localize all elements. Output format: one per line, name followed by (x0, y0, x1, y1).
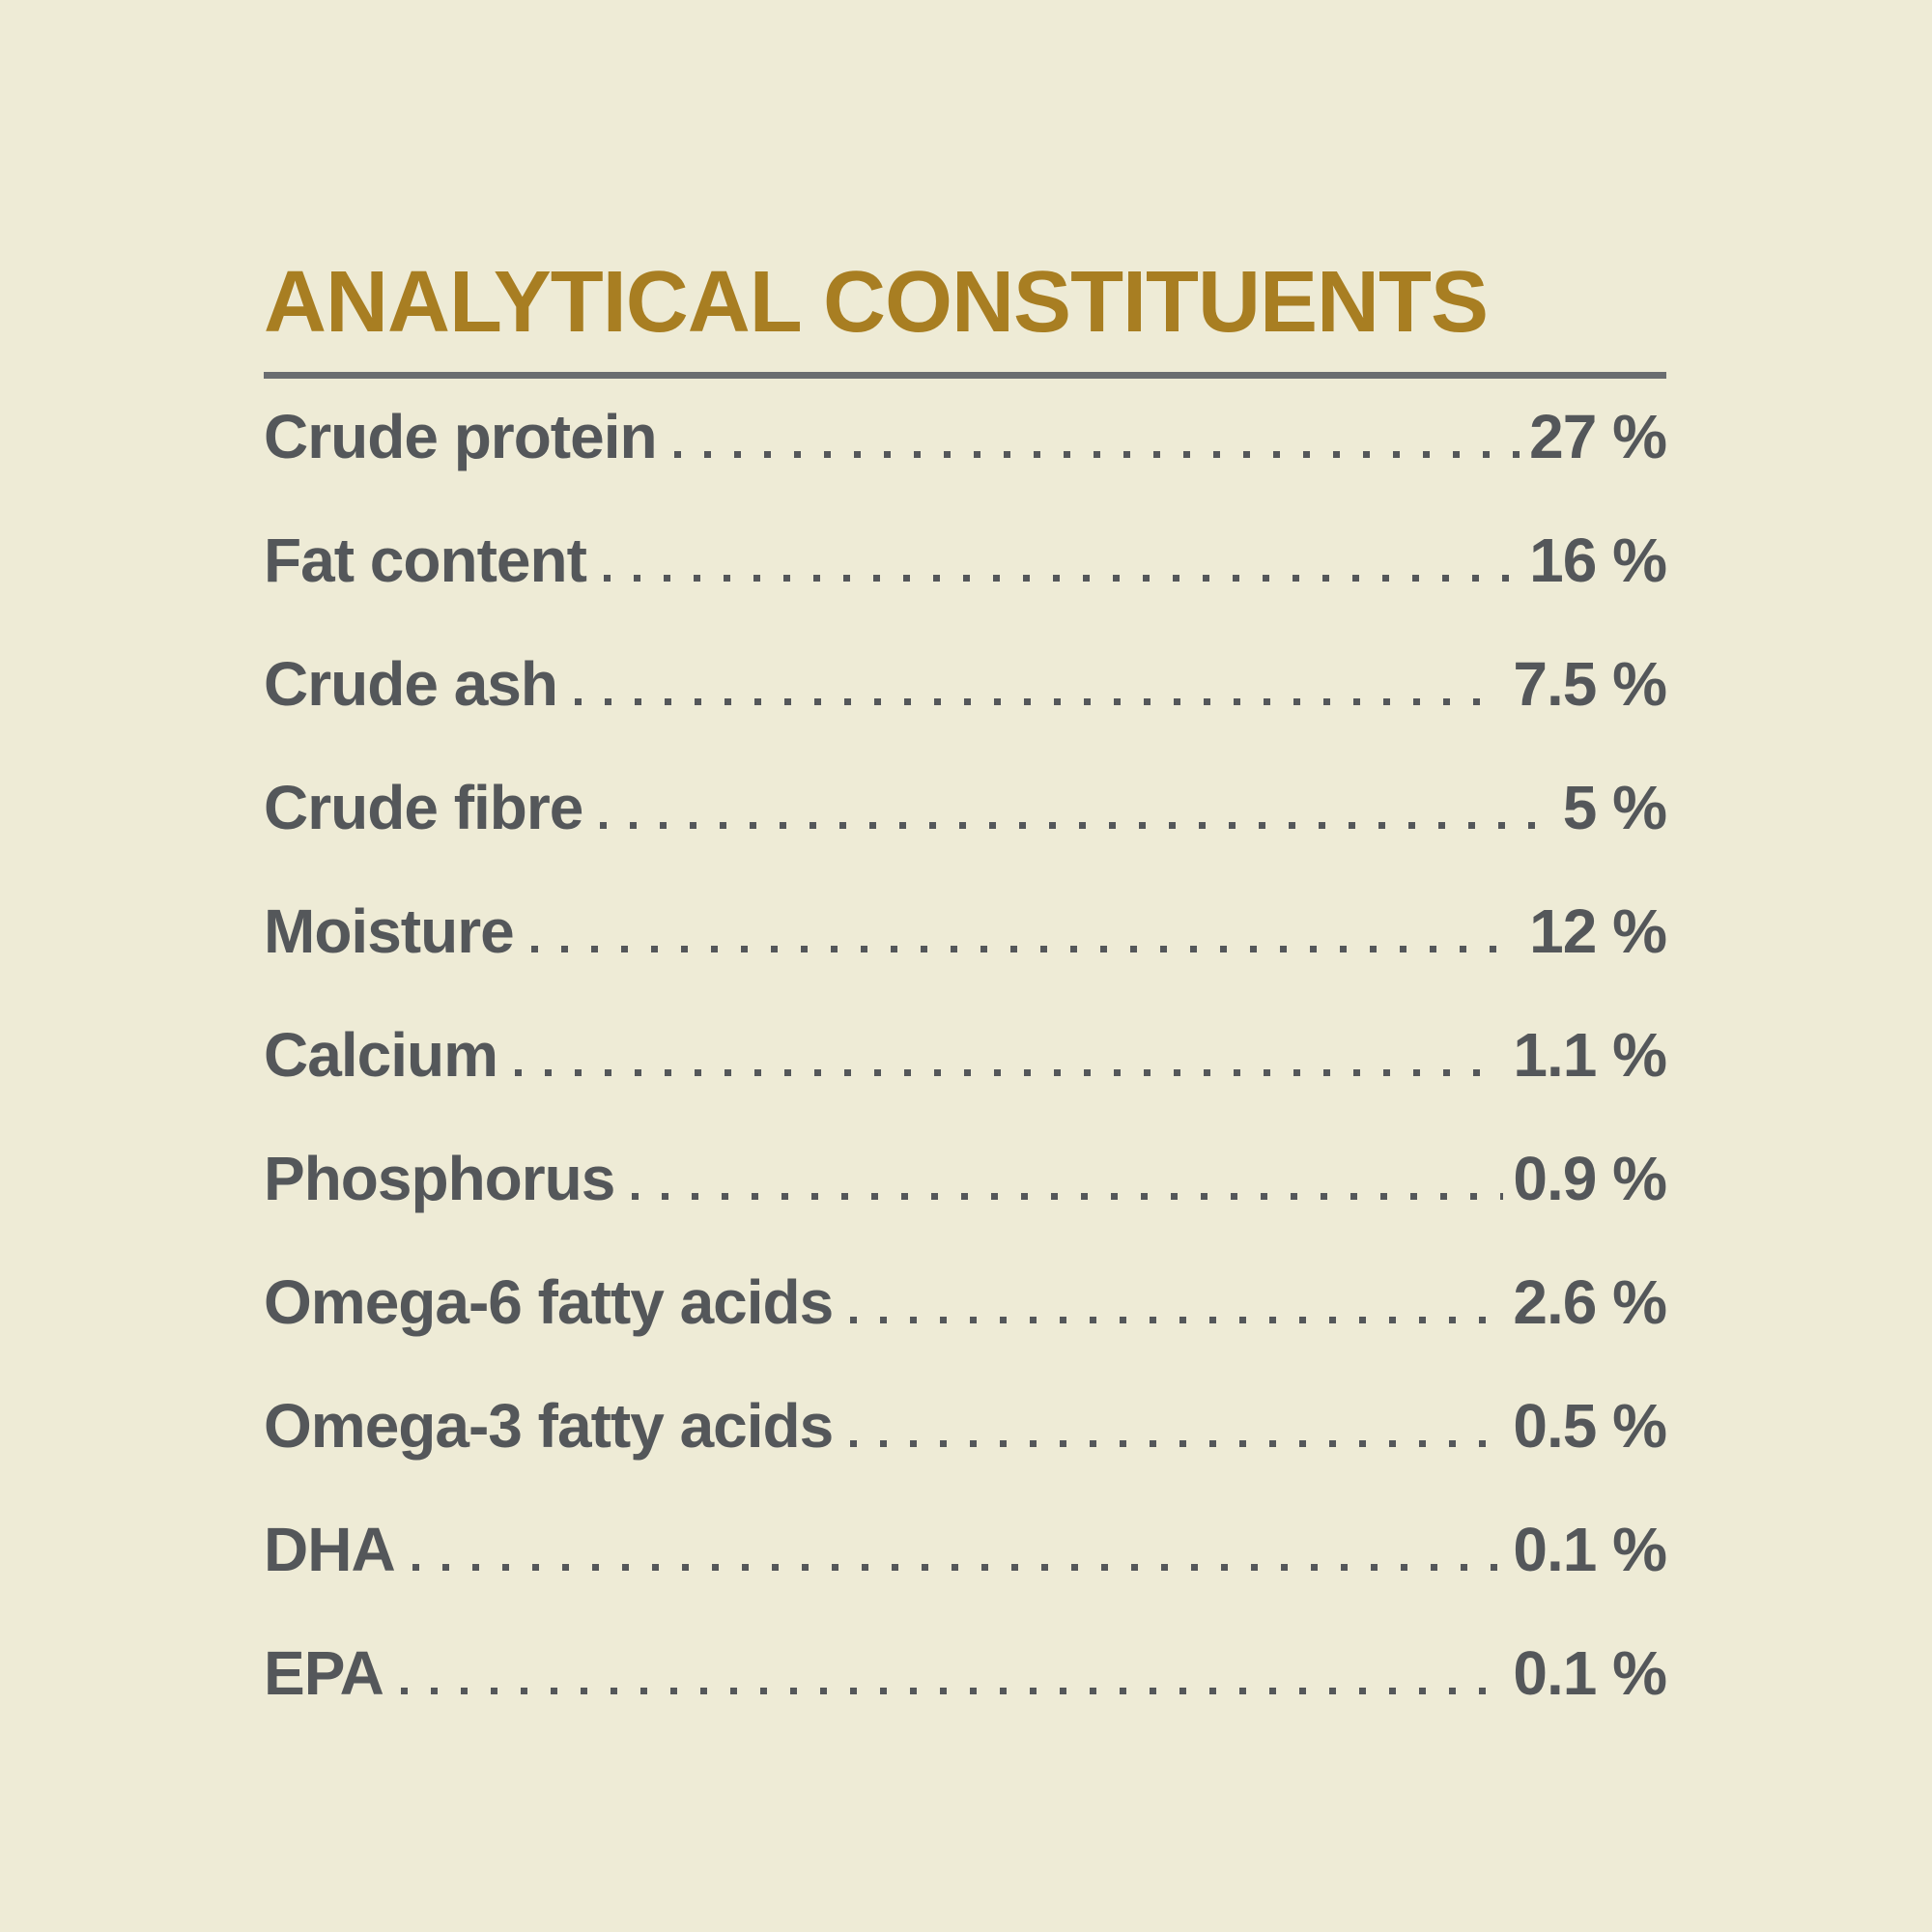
row-label: Calcium (264, 1020, 498, 1090)
dot-leader (574, 698, 1504, 705)
dot-leader (412, 1564, 1504, 1571)
row-label: Omega-6 fatty acids (264, 1267, 834, 1337)
dot-leader (673, 451, 1520, 458)
table-row: Calcium 1.1 % (264, 997, 1667, 1121)
row-value: 7.5 % (1513, 649, 1667, 719)
page-title: ANALYTICAL CONSTITUENTS (264, 254, 1489, 351)
row-label: DHA (264, 1515, 396, 1584)
row-value: 0.1 % (1513, 1515, 1667, 1584)
table-row: DHA 0.1 % (264, 1492, 1667, 1615)
table-row: Omega-3 fatty acids 0.5 % (264, 1368, 1667, 1492)
row-value: 12 % (1529, 896, 1667, 966)
row-value: 5 % (1562, 773, 1667, 842)
row-value: 0.9 % (1513, 1144, 1667, 1213)
row-label: Crude fibre (264, 773, 583, 842)
table-row: EPA 0.1 % (264, 1615, 1667, 1739)
table-row: Moisture 12 % (264, 873, 1667, 997)
table-row: Crude protein 27 % (264, 379, 1667, 502)
row-label: Moisture (264, 896, 515, 966)
row-label: Crude protein (264, 402, 658, 471)
row-value: 1.1 % (1513, 1020, 1667, 1090)
row-label: EPA (264, 1638, 384, 1708)
dot-leader (400, 1688, 1504, 1694)
table-row: Omega-6 fatty acids 2.6 % (264, 1244, 1667, 1368)
row-label: Phosphorus (264, 1144, 615, 1213)
row-label: Omega-3 fatty acids (264, 1391, 834, 1461)
table-row: Fat content 16 % (264, 502, 1667, 626)
row-value: 16 % (1529, 526, 1667, 595)
row-value: 0.1 % (1513, 1638, 1667, 1708)
table-row: Phosphorus 0.9 % (264, 1121, 1667, 1244)
dot-leader (514, 1069, 1504, 1076)
row-value: 0.5 % (1513, 1391, 1667, 1461)
row-label: Fat content (264, 526, 587, 595)
dot-leader (850, 1440, 1504, 1447)
row-value: 27 % (1529, 402, 1667, 471)
dot-leader (850, 1317, 1504, 1323)
table-row: Crude ash 7.5 % (264, 626, 1667, 750)
table-row: Crude fibre 5 % (264, 750, 1667, 873)
constituents-table: Crude protein 27 % Fat content 16 % Crud… (264, 379, 1667, 1739)
dot-leader (600, 822, 1553, 829)
dot-leader (603, 575, 1520, 582)
dot-leader (632, 1193, 1504, 1200)
title-rule (264, 372, 1666, 379)
row-label: Crude ash (264, 649, 558, 719)
dot-leader (530, 946, 1520, 952)
row-value: 2.6 % (1513, 1267, 1667, 1337)
